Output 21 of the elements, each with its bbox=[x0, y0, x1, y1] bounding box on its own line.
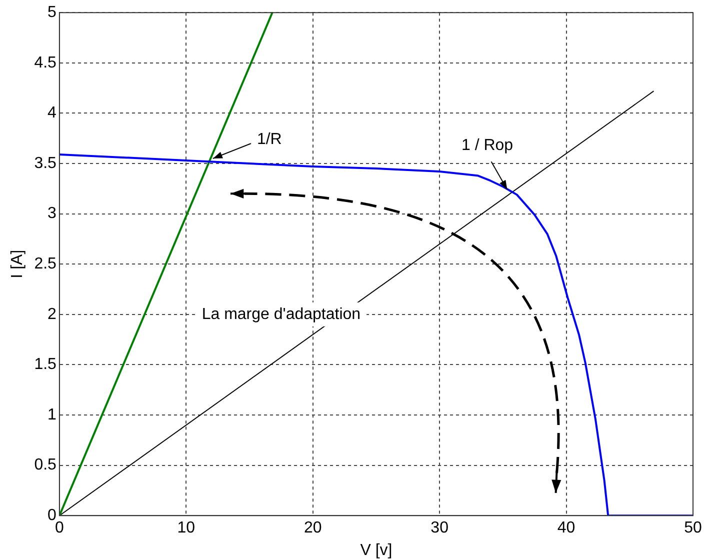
y-tick-label: 0.5 bbox=[34, 456, 57, 474]
annotation: 1/R bbox=[256, 130, 282, 148]
y-tick-label: 1 bbox=[48, 406, 57, 424]
x-tick-label: 10 bbox=[177, 520, 196, 537]
y-tick-label: 2 bbox=[48, 306, 57, 323]
x-tick-label: 50 bbox=[684, 520, 702, 537]
x-axis-title: V [v] bbox=[360, 542, 392, 559]
y-tick-label: 5 bbox=[48, 4, 57, 22]
y-axis-title: I [A] bbox=[9, 250, 26, 278]
x-tick-label: 40 bbox=[557, 520, 576, 537]
annotation: 1 / Rop bbox=[461, 137, 514, 154]
y-tick-label: 4.5 bbox=[34, 54, 57, 72]
x-tick-label: 30 bbox=[430, 520, 449, 537]
y-tick-label: 0 bbox=[48, 507, 57, 524]
y-tick-label: 2.5 bbox=[34, 256, 57, 273]
y-tick-label: 3 bbox=[48, 205, 57, 222]
y-tick-label: 1.5 bbox=[34, 356, 57, 374]
annotation: La marge d'adaptation bbox=[202, 306, 361, 323]
y-tick-label: 3.5 bbox=[34, 154, 57, 172]
y-tick-label: 4 bbox=[48, 104, 57, 122]
x-tick-label: 20 bbox=[304, 520, 322, 537]
